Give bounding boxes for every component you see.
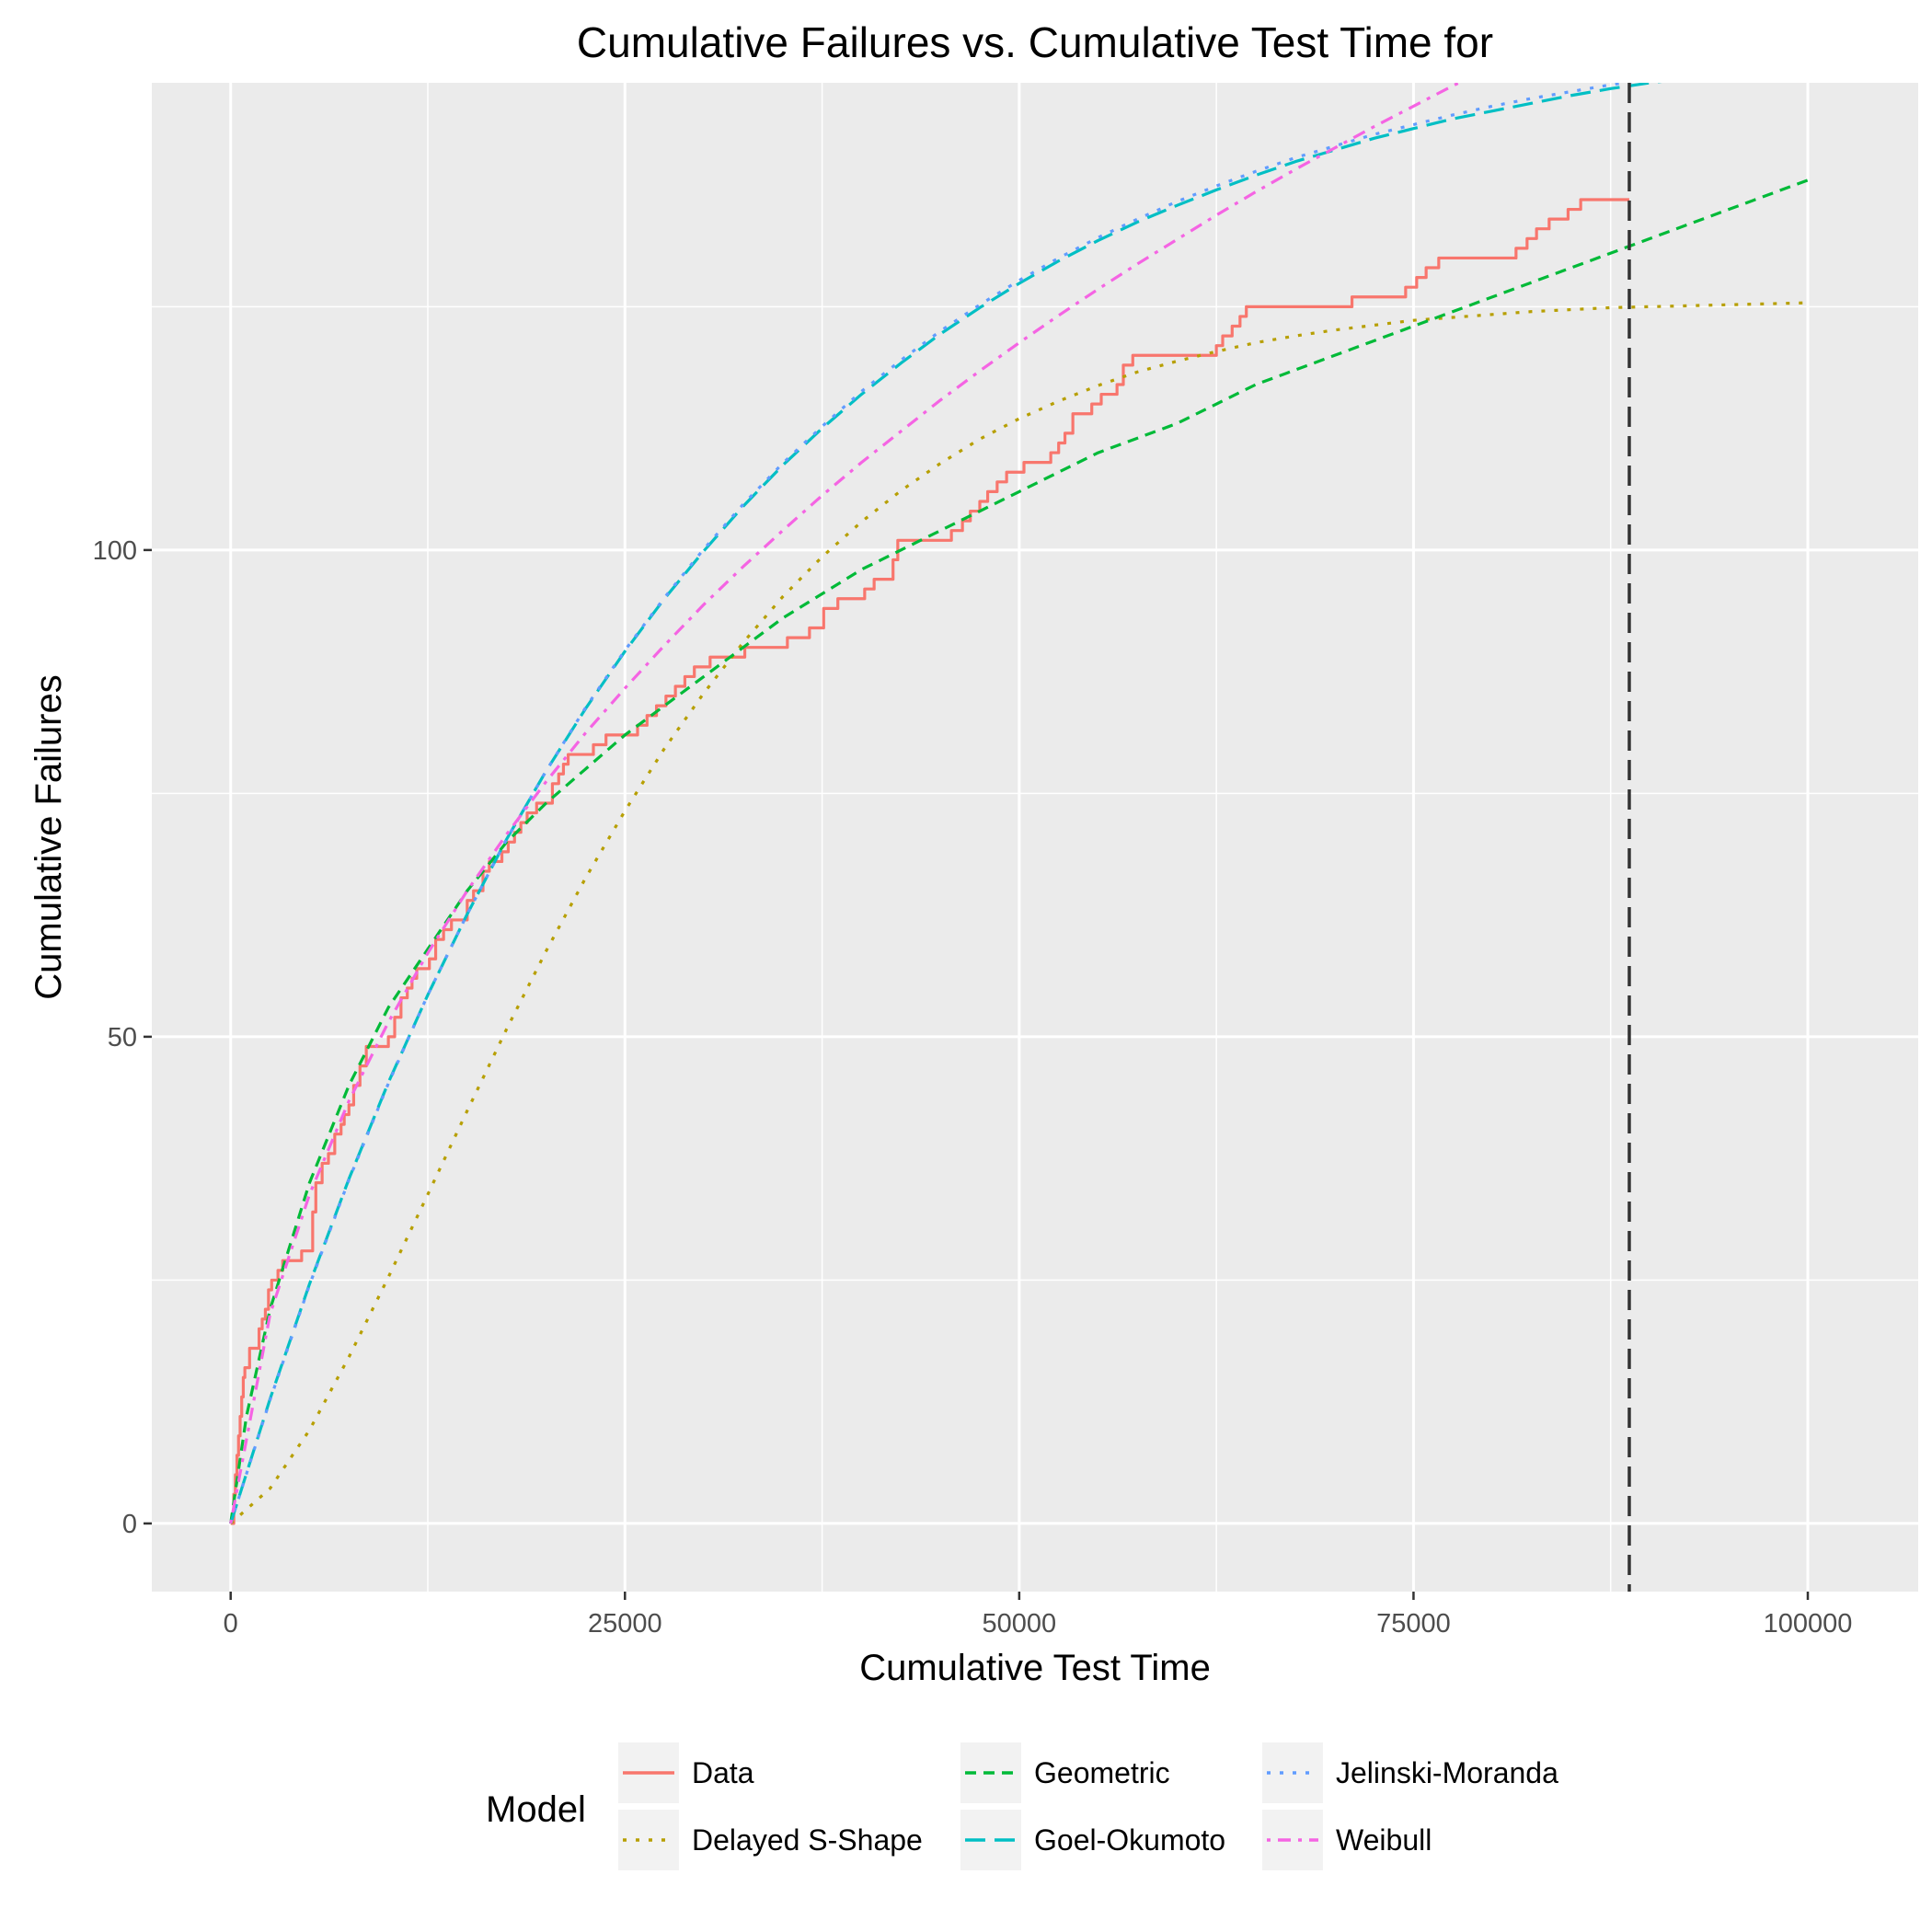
y-tick-label: 50 (108, 1023, 137, 1052)
series-line-goel-okumoto (229, 83, 1662, 1524)
x-tick-label: 0 (224, 1609, 238, 1639)
series-line-data (230, 198, 1629, 1525)
legend-item-jelinski-moranda: Jelinski-Moranda (1262, 1742, 1558, 1803)
legend-label: Goel-Okumoto (1034, 1823, 1225, 1857)
y-axis-title: Cumulative Failures (29, 674, 69, 999)
series-line-weibull (229, 83, 1463, 1524)
y-tick-label: 100 (93, 536, 137, 566)
legend-item-geometric: Geometric (960, 1742, 1170, 1803)
y-tick-label: 0 (122, 1510, 137, 1539)
grid-layer (152, 83, 1918, 1592)
axis-layer: 0 25000 50000 75000 100000 0 50 100 (93, 536, 1853, 1639)
legend-label: Geometric (1034, 1756, 1170, 1789)
plot-panel (152, 83, 1918, 1592)
x-axis-title: Cumulative Test Time (859, 1648, 1211, 1688)
series-layer (229, 83, 1809, 1525)
legend-entries: Data Delayed S-Shape Geometric Goel-Okumoto… (618, 1742, 1558, 1870)
legend-label: Jelinski-Moranda (1336, 1756, 1558, 1789)
legend: Model Data Delayed S-Shape Geometric Goel-O… (486, 1742, 1558, 1870)
series-line-jelinski-moranda (229, 83, 1634, 1524)
x-tick-label: 100000 (1764, 1609, 1853, 1639)
legend-label: Weibull (1336, 1823, 1432, 1857)
legend-item-goel-okumoto: Goel-Okumoto (960, 1810, 1225, 1870)
legend-item-weibull: Weibull (1262, 1810, 1432, 1870)
legend-item-delayed-s-shape: Delayed S-Shape (618, 1810, 923, 1870)
chart-title: Cumulative Failures vs. Cumulative Test … (577, 18, 1493, 66)
x-tick-label: 50000 (983, 1609, 1057, 1639)
x-tick-label: 25000 (588, 1609, 662, 1639)
legend-label: Data (692, 1756, 754, 1789)
legend-title: Model (486, 1789, 586, 1830)
legend-item-data: Data (618, 1742, 754, 1803)
series-line-delayed-s-shape (229, 301, 1809, 1525)
legend-label: Delayed S-Shape (692, 1823, 923, 1857)
series-line-geometric (229, 178, 1809, 1524)
x-tick-label: 75000 (1376, 1609, 1451, 1639)
